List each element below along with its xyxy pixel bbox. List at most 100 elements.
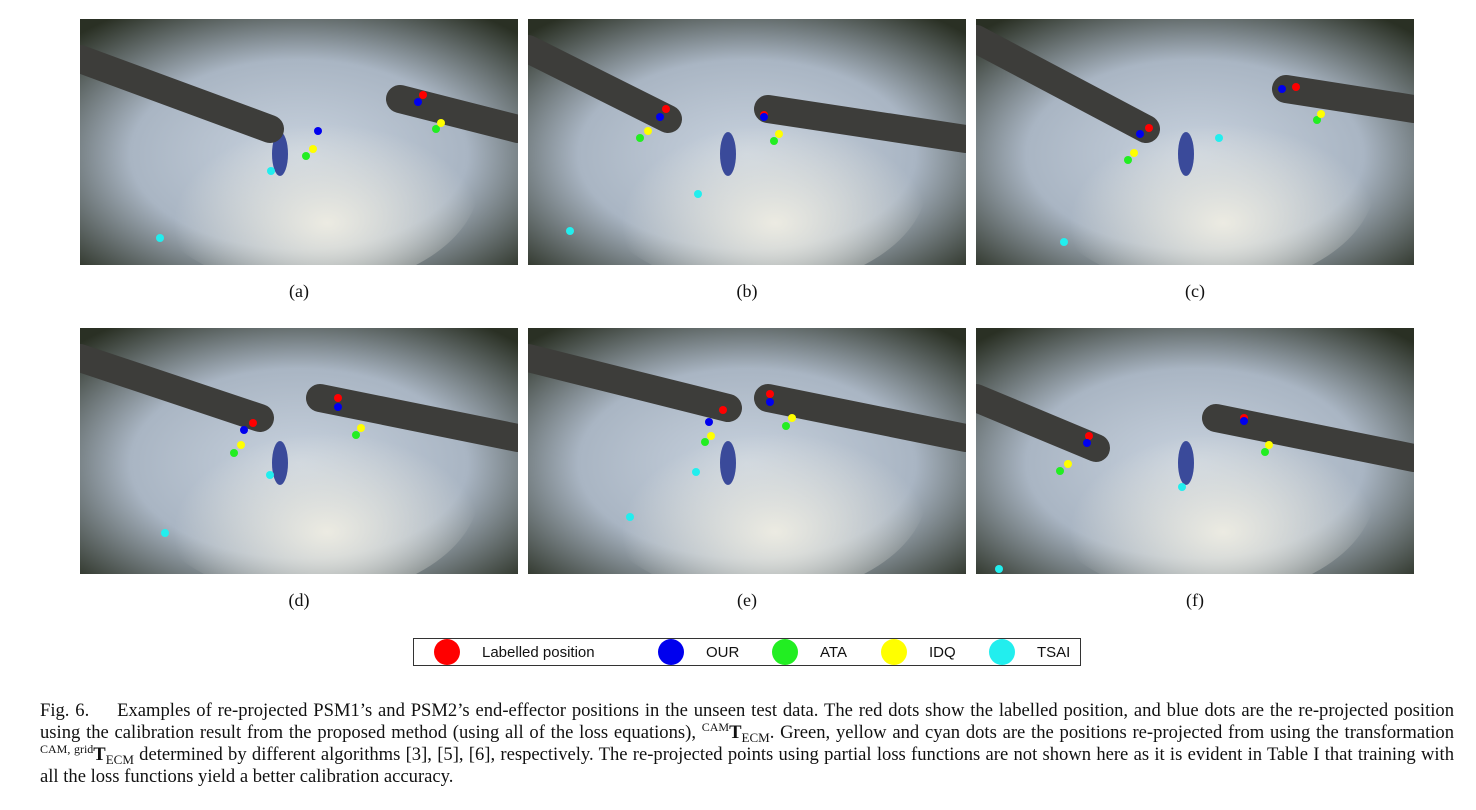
panel-d-label: (d) xyxy=(288,590,310,610)
scene-svg xyxy=(976,19,1414,265)
scene-blue-marker xyxy=(272,132,288,176)
reprojected-point xyxy=(775,130,783,138)
reprojected-point xyxy=(719,406,727,414)
reprojected-point xyxy=(1083,439,1091,447)
reprojected-point xyxy=(782,422,790,430)
scene-blue-marker xyxy=(720,132,736,176)
instrument-shaft xyxy=(976,384,1110,462)
reprojected-point xyxy=(1178,483,1186,491)
caption-sup-1: CAM xyxy=(701,720,730,734)
reprojected-point xyxy=(626,513,634,521)
panel-f-image xyxy=(976,328,1414,574)
reprojected-point xyxy=(705,418,713,426)
reprojected-point xyxy=(161,529,169,537)
reprojected-point xyxy=(267,167,275,175)
legend: Labelled position OUR ATA IDQ TSAI xyxy=(413,638,1081,666)
legend-item-our: OUR xyxy=(658,639,739,665)
reprojected-point xyxy=(662,105,670,113)
legend-swatch-ata xyxy=(772,639,798,665)
instrument-shaft xyxy=(1272,75,1414,123)
instrument-shaft xyxy=(976,25,1160,143)
reprojected-point xyxy=(1240,417,1248,425)
panel-c-label: (c) xyxy=(1185,281,1205,301)
scene-svg xyxy=(976,328,1414,574)
figure-caption: Fig. 6. Examples of re-projected PSM1’s … xyxy=(40,700,1454,788)
reprojected-point xyxy=(1313,116,1321,124)
reprojected-point xyxy=(309,145,317,153)
reprojected-point xyxy=(1136,130,1144,138)
reprojected-point xyxy=(1130,149,1138,157)
instrument-shaft xyxy=(1202,404,1414,472)
reprojected-point xyxy=(156,234,164,242)
legend-item-ata: ATA xyxy=(772,639,847,665)
reprojected-point xyxy=(995,565,1003,573)
reprojected-point xyxy=(656,113,664,121)
caption-sub-1: ECM xyxy=(741,730,770,745)
legend-label-labelled: Labelled position xyxy=(482,643,595,661)
instrument-shaft xyxy=(80,45,284,143)
scene-svg xyxy=(528,328,966,574)
legend-item-tsai: TSAI xyxy=(989,639,1070,665)
reprojected-point xyxy=(357,424,365,432)
reprojected-point xyxy=(766,398,774,406)
instrument-shaft xyxy=(754,384,966,452)
scene-svg xyxy=(528,19,966,265)
reprojected-point xyxy=(230,449,238,457)
reprojected-point xyxy=(249,419,257,427)
reprojected-point xyxy=(770,137,778,145)
reprojected-point xyxy=(1278,85,1286,93)
legend-item-labelled: Labelled position xyxy=(434,639,595,665)
legend-label-ata: ATA xyxy=(820,643,847,661)
reprojected-point xyxy=(1145,124,1153,132)
legend-swatch-idq xyxy=(881,639,907,665)
reprojected-point xyxy=(437,119,445,127)
panel-f-label: (f) xyxy=(1186,590,1204,610)
instrument-shaft xyxy=(754,95,966,153)
reprojected-point xyxy=(1265,441,1273,449)
instrument-shaft xyxy=(306,384,518,452)
reprojected-point xyxy=(352,431,360,439)
reprojected-point xyxy=(1124,156,1132,164)
reprojected-point xyxy=(1064,460,1072,468)
scene-svg xyxy=(80,19,518,265)
reprojected-point xyxy=(419,91,427,99)
scene-blue-marker xyxy=(720,441,736,485)
scene-blue-marker xyxy=(1178,132,1194,176)
caption-sub-2: ECM xyxy=(105,752,134,767)
reprojected-point xyxy=(1215,134,1223,142)
reprojected-point xyxy=(644,127,652,135)
reprojected-point xyxy=(1317,110,1325,118)
reprojected-point xyxy=(432,125,440,133)
reprojected-point xyxy=(1292,83,1300,91)
instrument-shaft xyxy=(528,344,742,422)
reprojected-point xyxy=(788,414,796,422)
caption-symbol-2: T xyxy=(93,744,106,765)
panel-a-image xyxy=(80,19,518,265)
caption-figure-number: Fig. 6. xyxy=(40,700,90,721)
reprojected-point xyxy=(334,394,342,402)
reprojected-point xyxy=(566,227,574,235)
scene-blue-marker xyxy=(1178,441,1194,485)
instrument-shaft xyxy=(528,35,682,133)
reprojected-point xyxy=(1060,238,1068,246)
reprojected-point xyxy=(302,152,310,160)
reprojected-point xyxy=(694,190,702,198)
caption-sup-2: CAM, grid xyxy=(40,742,94,756)
reprojected-point xyxy=(701,438,709,446)
panel-d-image xyxy=(80,328,518,574)
panel-b-label: (b) xyxy=(736,281,758,301)
caption-symbol-1: T xyxy=(729,722,742,743)
reprojected-point xyxy=(1056,467,1064,475)
reprojected-point xyxy=(240,426,248,434)
reprojected-point xyxy=(707,432,715,440)
legend-item-idq: IDQ xyxy=(881,639,956,665)
reprojected-point xyxy=(1085,432,1093,440)
panel-a-label: (a) xyxy=(289,281,309,301)
legend-label-idq: IDQ xyxy=(929,643,956,661)
reprojected-point xyxy=(636,134,644,142)
legend-label-our: OUR xyxy=(706,643,740,661)
reprojected-point xyxy=(766,390,774,398)
scene-svg xyxy=(80,328,518,574)
panel-e-label: (e) xyxy=(737,590,757,610)
panel-e-image xyxy=(528,328,966,574)
